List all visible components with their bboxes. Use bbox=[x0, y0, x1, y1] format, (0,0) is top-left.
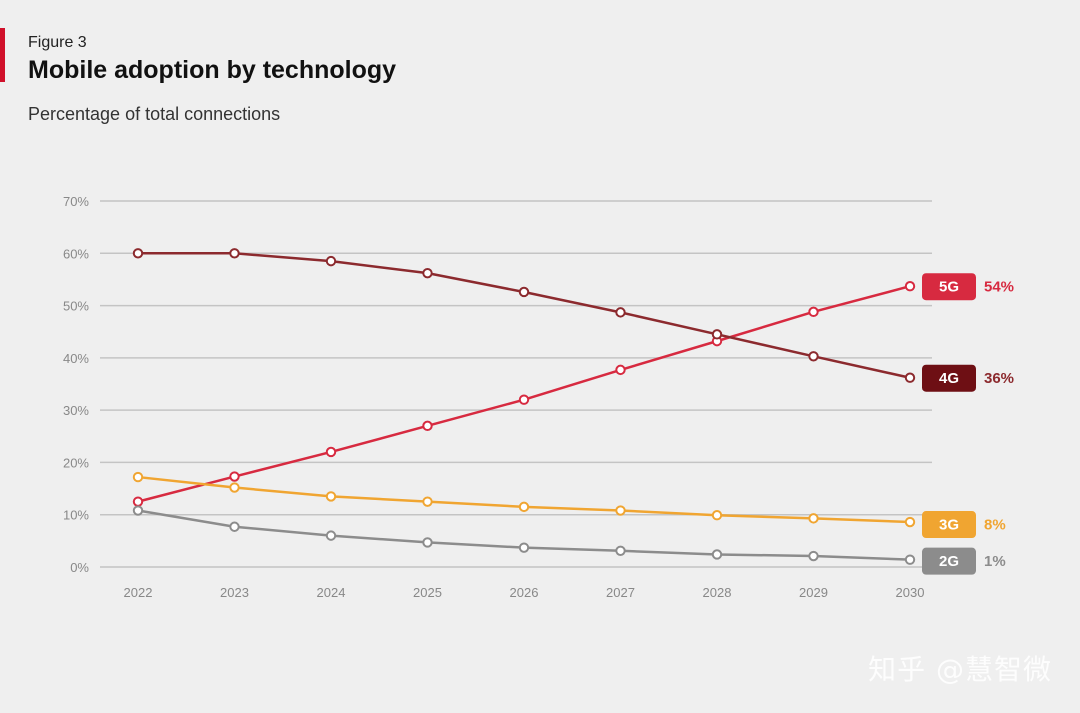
data-point-2g bbox=[229, 521, 240, 532]
y-tick-label: 30% bbox=[63, 403, 89, 418]
legend-badge-label-5g: 5G bbox=[939, 279, 959, 296]
data-point-4g bbox=[808, 351, 819, 362]
data-point-3g bbox=[615, 505, 626, 516]
data-point-5g bbox=[518, 394, 530, 405]
x-tick-label: 2022 bbox=[124, 585, 153, 600]
legend-badge-label-2g: 2G bbox=[939, 553, 959, 570]
chart-title: Mobile adoption by technology bbox=[28, 56, 397, 84]
data-point-2g bbox=[422, 537, 433, 548]
data-point-3g bbox=[132, 471, 144, 483]
series-line-4g bbox=[138, 252, 911, 379]
x-tick-label: 2026 bbox=[510, 585, 539, 600]
data-point-3g bbox=[711, 510, 723, 521]
data-point-5g bbox=[132, 496, 144, 507]
data-point-3g bbox=[325, 491, 337, 502]
data-point-3g bbox=[904, 516, 916, 528]
data-point-4g bbox=[711, 329, 723, 340]
y-tick-label: 10% bbox=[63, 508, 89, 523]
data-point-4g bbox=[615, 307, 626, 318]
data-point-5g bbox=[229, 471, 240, 482]
y-tick-label: 20% bbox=[63, 455, 89, 470]
end-value-label-2g: 1% bbox=[984, 553, 1006, 570]
data-point-2g bbox=[325, 530, 337, 541]
data-point-5g bbox=[422, 420, 433, 432]
data-point-2g bbox=[904, 554, 916, 565]
x-tick-label: 2024 bbox=[317, 585, 346, 600]
y-tick-label: 40% bbox=[63, 351, 89, 366]
data-point-2g bbox=[518, 542, 530, 553]
x-tick-label: 2030 bbox=[896, 585, 925, 600]
legend-badge-label-4g: 4G bbox=[939, 370, 959, 387]
data-point-2g bbox=[615, 545, 626, 556]
data-point-2g bbox=[808, 550, 819, 562]
x-tick-label: 2028 bbox=[703, 585, 732, 600]
data-point-3g bbox=[229, 482, 240, 493]
data-point-3g bbox=[422, 496, 433, 507]
data-point-3g bbox=[808, 513, 819, 524]
data-point-5g bbox=[615, 364, 626, 376]
accent-bar bbox=[0, 28, 5, 82]
end-labels: 5G 54% 4G 36% 3G 8% 2G 1% bbox=[922, 273, 1014, 575]
figure-label: Figure 3 bbox=[28, 34, 87, 51]
data-point-4g bbox=[132, 248, 144, 259]
data-point-5g bbox=[808, 306, 819, 318]
legend-badge-5g bbox=[922, 273, 976, 301]
legend-badge-4g bbox=[922, 364, 976, 392]
end-value-label-5g: 54% bbox=[984, 279, 1014, 296]
x-tick-label: 2029 bbox=[799, 585, 828, 600]
series-group bbox=[132, 248, 916, 565]
x-axis-ticks: 2022 2023 2024 2025 2026 2027 2028 2029 2030 bbox=[124, 585, 925, 600]
y-tick-label: 0% bbox=[70, 560, 89, 575]
data-point-2g bbox=[711, 549, 723, 560]
data-point-4g bbox=[229, 248, 240, 259]
end-value-label-4g: 36% bbox=[984, 370, 1014, 387]
legend-badge-label-3g: 3G bbox=[939, 517, 959, 534]
watermark-text: 知乎 @慧智微 bbox=[868, 653, 1052, 686]
data-point-4g bbox=[422, 267, 433, 279]
end-value-label-3g: 8% bbox=[984, 517, 1006, 534]
x-tick-label: 2027 bbox=[606, 585, 635, 600]
data-point-4g bbox=[518, 286, 530, 298]
series-line-5g bbox=[137, 285, 911, 503]
y-tick-label: 60% bbox=[63, 246, 89, 261]
x-tick-label: 2023 bbox=[220, 585, 249, 600]
legend-badge-3g bbox=[922, 511, 976, 539]
legend-badge-2g bbox=[922, 547, 976, 575]
y-axis-ticks: 0% 10% 20% 30% 40% 50% 60% 70% bbox=[63, 194, 89, 575]
x-tick-label: 2025 bbox=[413, 585, 442, 600]
data-point-5g bbox=[325, 446, 337, 458]
data-point-2g bbox=[132, 505, 144, 516]
grid-lines bbox=[100, 200, 932, 568]
data-point-5g bbox=[904, 281, 916, 292]
data-point-4g bbox=[325, 255, 337, 267]
y-tick-label: 50% bbox=[63, 299, 89, 314]
data-point-3g bbox=[518, 501, 530, 513]
data-point-4g bbox=[904, 372, 916, 383]
chart-subtitle: Percentage of total connections bbox=[28, 104, 281, 124]
y-tick-label: 70% bbox=[63, 194, 89, 209]
